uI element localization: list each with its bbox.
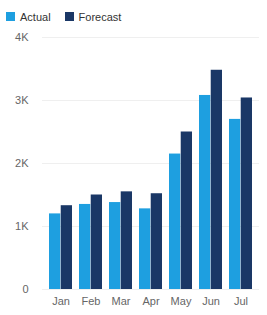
svg-text:3K: 3K — [15, 94, 29, 106]
svg-text:2K: 2K — [15, 157, 29, 169]
html-text:Actual: Actual — [20, 10, 51, 23]
svg-text:Jul: Jul — [234, 295, 248, 307]
svg-text:May: May — [171, 295, 192, 307]
svg-text:Jun: Jun — [202, 295, 220, 307]
svg-text:1K: 1K — [15, 220, 29, 232]
svg-text:4K: 4K — [15, 31, 29, 43]
svg-text:0: 0 — [22, 283, 28, 295]
svg-text:Mar: Mar — [112, 295, 131, 307]
svg-text:Jan: Jan — [52, 295, 70, 307]
svg-text:Apr: Apr — [142, 295, 159, 307]
svg-text:Feb: Feb — [82, 295, 101, 307]
html-text:Forecast: Forecast — [78, 10, 122, 23]
